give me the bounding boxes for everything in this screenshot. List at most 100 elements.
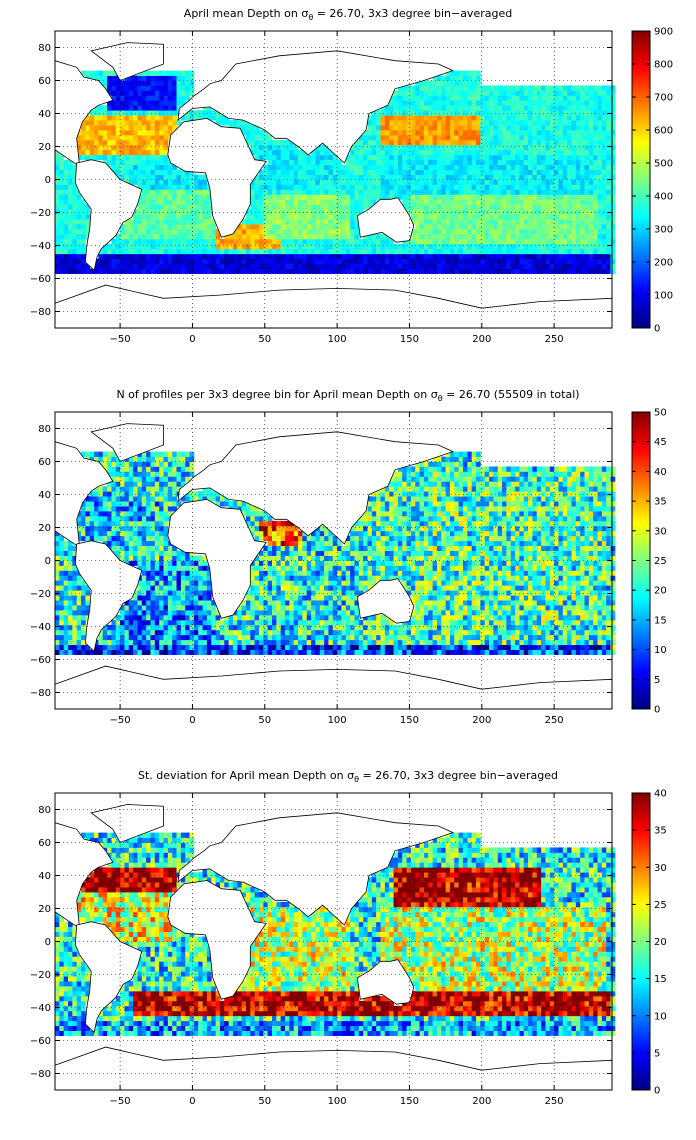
heatmap-cell (102, 134, 108, 141)
heatmap-cell (341, 243, 347, 250)
heatmap-cell (280, 253, 286, 260)
heatmap-cell (185, 619, 190, 626)
heatmap-cell (415, 80, 420, 86)
heatmap-cell (185, 238, 190, 245)
heatmap-cell (141, 585, 147, 591)
heatmap-cell (63, 555, 69, 561)
heatmap-cell (154, 139, 160, 146)
heatmap-cell (354, 144, 360, 151)
heatmap-cell (367, 194, 373, 200)
heatmap-cell (254, 258, 260, 265)
heatmap-cell (193, 209, 199, 215)
heatmap-cell (376, 164, 381, 170)
heatmap-cell (415, 164, 420, 170)
heatmap-cell (458, 204, 464, 210)
heatmap-cell (172, 233, 177, 240)
heatmap-cell (111, 80, 117, 86)
heatmap-cell (554, 149, 559, 156)
heatmap-cell (493, 224, 499, 230)
heatmap-cell (193, 649, 199, 655)
heatmap-cell (536, 184, 542, 190)
heatmap-cell (406, 189, 412, 195)
heatmap-cell (558, 100, 564, 106)
heatmap-cell (150, 511, 156, 517)
heatmap-cell (610, 263, 616, 269)
heatmap-cell (575, 224, 581, 230)
heatmap-cell (519, 253, 525, 260)
heatmap-cell (601, 179, 607, 185)
heatmap-cell (467, 120, 473, 126)
heatmap-cell (480, 169, 486, 175)
heatmap-cell (172, 644, 177, 650)
heatmap-cell (115, 120, 121, 126)
heatmap-cell (59, 565, 65, 571)
heatmap-cell (419, 90, 425, 96)
heatmap-cell (124, 535, 130, 542)
heatmap-cell (554, 224, 559, 230)
heatmap-cell (428, 209, 433, 215)
heatmap-cell (380, 149, 386, 156)
heatmap-cell (154, 486, 160, 492)
heatmap-cell (532, 139, 538, 146)
heatmap-cell (510, 125, 516, 131)
heatmap-cell (306, 154, 312, 161)
heatmap-cell (610, 90, 616, 96)
heatmap-cell (154, 614, 160, 621)
heatmap-cell (289, 233, 295, 240)
heatmap-cell (350, 184, 355, 190)
heatmap-cell (159, 530, 164, 537)
heatmap-cell (462, 179, 468, 185)
heatmap-cell (146, 644, 151, 650)
heatmap-cell (172, 125, 177, 131)
heatmap-cell (63, 204, 69, 210)
heatmap-cell (141, 575, 147, 581)
heatmap-cell (567, 85, 572, 91)
heatmap-cell (167, 263, 173, 269)
heatmap-cell (128, 614, 134, 621)
heatmap-cell (371, 258, 377, 265)
heatmap-cell (428, 95, 433, 101)
heatmap-cell (497, 134, 503, 141)
heatmap-cell (124, 461, 130, 467)
heatmap-cell (167, 174, 173, 180)
heatmap-cell (571, 120, 577, 126)
heatmap-cell (94, 134, 99, 141)
heatmap-cell (267, 134, 273, 141)
heatmap-cell (449, 204, 455, 210)
heatmap-cell (523, 229, 529, 235)
heatmap-cell (367, 164, 373, 170)
heatmap-cell (163, 100, 169, 106)
heatmap-cell (536, 229, 542, 235)
heatmap-cell (176, 570, 182, 576)
heatmap-cell (423, 169, 429, 175)
heatmap-cell (432, 139, 438, 146)
heatmap-cell (94, 520, 99, 527)
heatmap-cell (280, 263, 286, 269)
heatmap-cell (111, 75, 117, 81)
heatmap-cell (146, 501, 151, 507)
heatmap-cell (471, 149, 477, 156)
heatmap-cell (536, 134, 542, 141)
heatmap-cell (137, 486, 143, 492)
heatmap-cell (163, 610, 169, 616)
heatmap-cell (328, 199, 334, 205)
heatmap-cell (541, 120, 546, 126)
heatmap-cell (367, 159, 373, 166)
heatmap-cell (63, 238, 69, 245)
heatmap-cell (610, 243, 616, 250)
heatmap-cell (81, 199, 86, 205)
heatmap-cell (94, 130, 99, 136)
heatmap-cell (63, 263, 69, 269)
heatmap-cell (146, 263, 151, 269)
heatmap-cell (141, 268, 147, 274)
heatmap-cell (354, 263, 360, 269)
heatmap-cell (432, 233, 438, 240)
heatmap-cell (588, 134, 594, 141)
heatmap-cell (519, 209, 525, 215)
heatmap-cell (120, 139, 125, 146)
heatmap-cell (428, 110, 433, 116)
heatmap-cell (146, 639, 151, 646)
heatmap-cell (523, 268, 529, 274)
heatmap-cell (328, 164, 334, 170)
heatmap-cell (397, 105, 403, 111)
